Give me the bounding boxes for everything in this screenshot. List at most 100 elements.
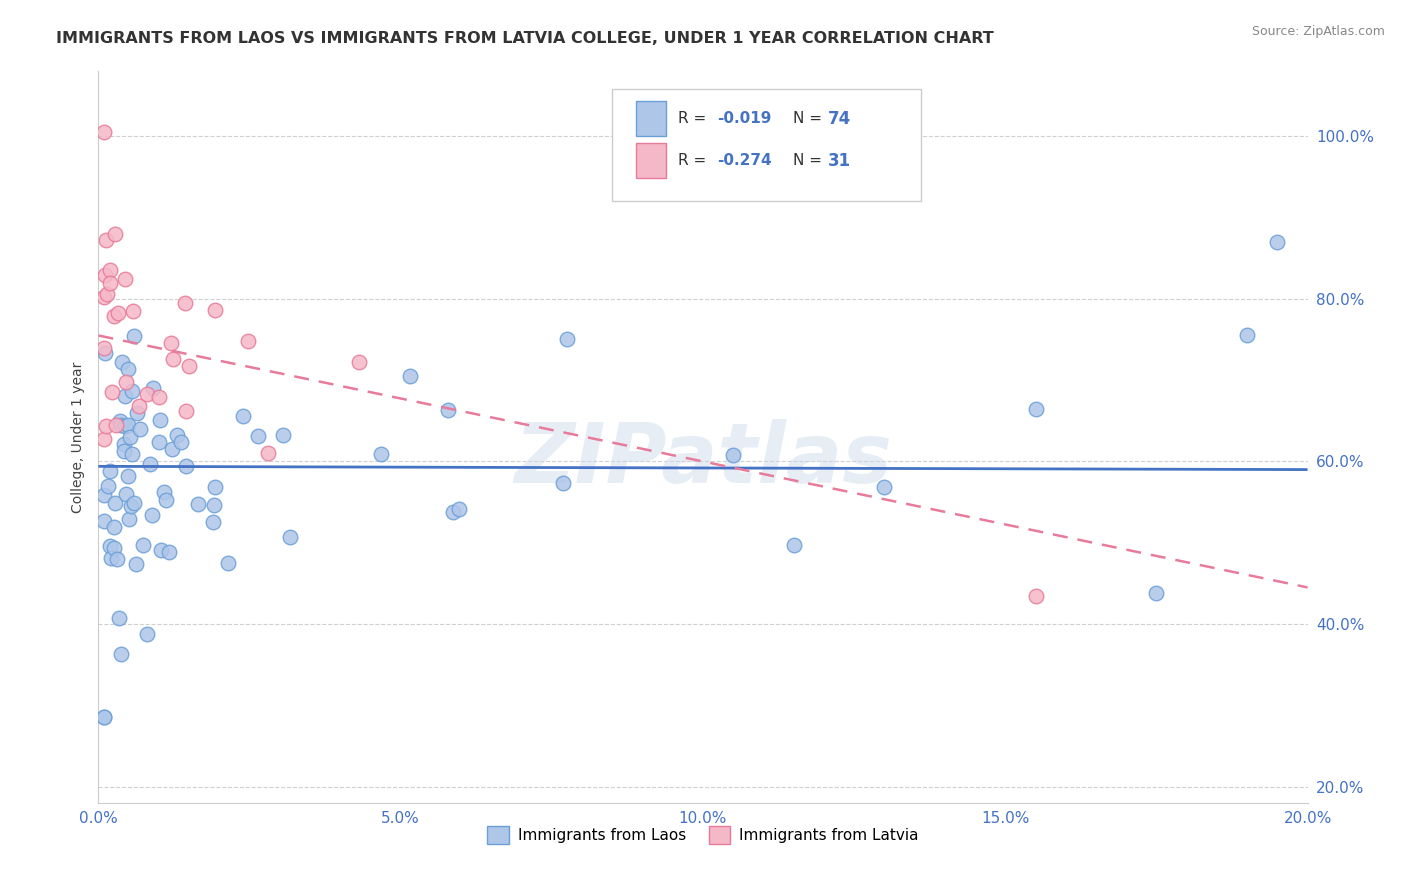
Text: Source: ZipAtlas.com: Source: ZipAtlas.com [1251,25,1385,38]
Point [142,382,165,396]
Text: IMMIGRANTS FROM LAOS VS IMMIGRANTS FROM LATVIA COLLEGE, UNDER 1 YEAR CORRELATION: IMMIGRANTS FROM LAOS VS IMMIGRANTS FROM … [56,31,994,46]
Point [398,368,420,383]
Point [93,710,115,724]
Point [160,442,183,457]
Point [204,480,226,494]
Point [166,428,188,442]
Point [110,647,132,661]
Point [162,352,184,367]
Legend: Immigrants from Laos, Immigrants from Latvia: Immigrants from Laos, Immigrants from La… [481,820,925,850]
Point [122,328,145,343]
Point [118,512,141,526]
Point [135,386,157,401]
Point [121,303,143,318]
Point [103,520,125,534]
Point [96,419,118,434]
Point [152,485,174,500]
Point [94,268,117,282]
Text: N =: N = [793,112,827,126]
Point [170,435,193,450]
Point [93,125,115,139]
Point [125,406,148,420]
Y-axis label: College, Under 1 year: College, Under 1 year [70,361,84,513]
Point [98,464,121,478]
Point [93,432,115,446]
Point [204,302,226,317]
Point [141,508,163,522]
Point [112,443,135,458]
Point [104,417,127,432]
Point [553,475,575,490]
Text: 74: 74 [828,110,852,128]
Point [160,335,183,350]
Point [204,498,226,512]
Point [122,496,145,510]
Point [232,409,254,424]
Text: ZIPatlas: ZIPatlas [515,418,891,500]
Point [148,435,170,450]
Point [873,480,896,494]
Point [449,502,471,516]
Point [121,384,143,399]
Point [783,538,806,552]
Point [93,710,115,724]
Point [105,552,128,566]
Point [187,497,209,511]
Point [149,542,172,557]
Text: R =: R = [678,112,711,126]
Point [104,227,127,241]
Point [110,417,132,432]
Point [115,487,138,501]
Point [120,499,142,513]
Point [117,417,139,432]
Point [173,295,195,310]
Point [555,331,578,345]
Point [118,430,141,444]
Point [128,400,150,414]
Point [217,556,239,570]
Point [97,478,120,492]
Point [98,539,121,553]
Point [155,493,177,508]
Point [104,496,127,510]
Point [437,403,460,417]
Point [94,233,117,247]
Point [98,276,121,290]
Point [115,375,138,389]
Point [125,557,148,571]
Point [98,262,121,277]
Point [94,345,117,359]
Point [257,446,280,460]
Text: -0.019: -0.019 [717,112,772,126]
Point [132,538,155,552]
Point [271,428,294,442]
Point [139,457,162,471]
Text: R =: R = [678,153,711,168]
Point [93,514,115,528]
Point [136,626,159,640]
Point [117,469,139,483]
Point [347,355,370,369]
Text: N =: N = [793,153,827,168]
Point [93,488,115,502]
Point [723,448,745,462]
Point [114,389,136,403]
Point [93,290,115,304]
Point [238,334,260,348]
Text: -0.274: -0.274 [717,153,772,168]
Point [278,530,301,544]
Point [443,505,465,519]
Point [174,404,197,418]
Point [101,384,124,399]
Point [112,436,135,450]
Point [96,287,118,301]
Point [107,306,129,320]
Point [1024,401,1046,416]
Point [128,422,150,436]
Point [247,428,270,442]
Point [121,447,143,461]
Point [100,550,122,565]
Point [1024,589,1046,603]
Point [1236,328,1258,343]
Point [1267,235,1289,249]
